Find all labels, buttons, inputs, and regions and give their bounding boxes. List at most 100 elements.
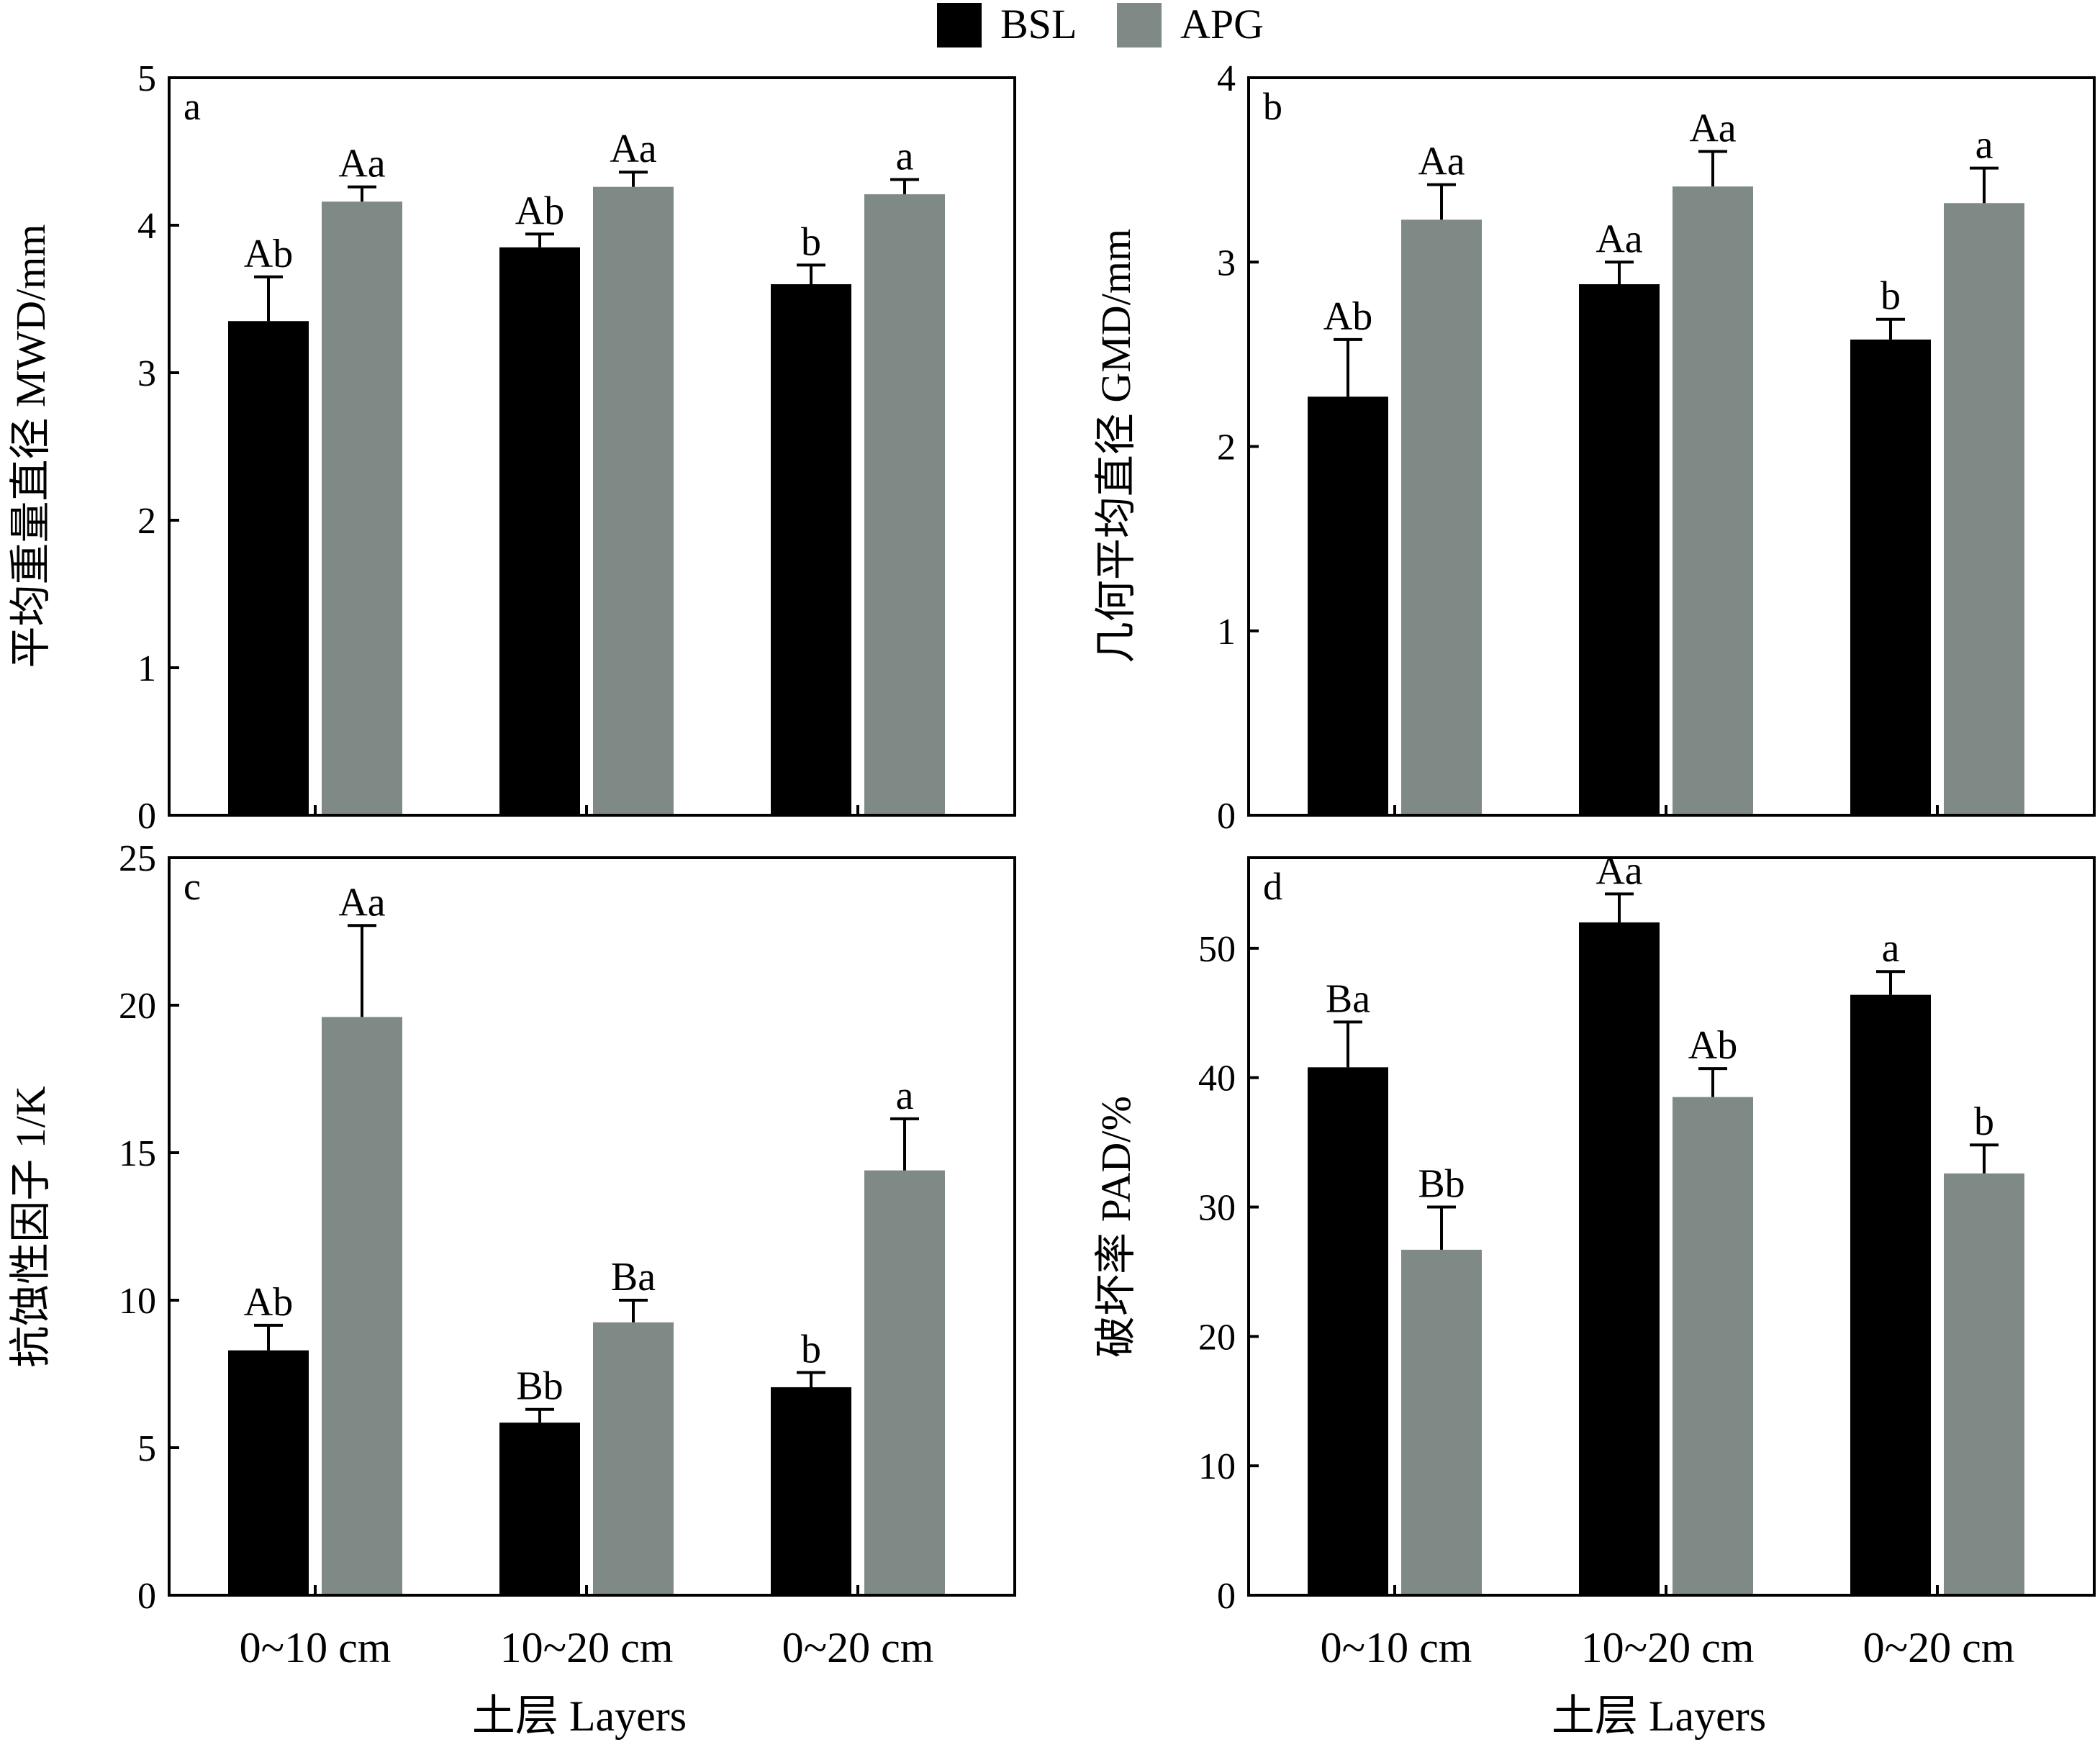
bar-bsl: [1308, 1067, 1388, 1595]
significance-label: b: [801, 219, 821, 264]
panel-c: Ab Bb b Aa Ba a 0 5 10 15 20 25 c 抗蚀性因子 1/K: [7, 838, 1016, 1617]
significance-label: Aa: [1418, 140, 1465, 184]
panel-d: Ba Aa a Bb Ab b 0 10 20 30 40 50 d 破坏率 PAD/%: [1092, 848, 2096, 1617]
y-tick-label: 3: [137, 353, 156, 394]
x-axis-title-left: 土层 Layers: [472, 1692, 687, 1740]
plot-frame: [168, 856, 1016, 1597]
bar-bsl: [1850, 994, 1931, 1595]
panel-letter: a: [184, 85, 201, 128]
significance-label: Ab: [515, 189, 564, 233]
y-tick-label: 5: [137, 58, 156, 99]
y-tick-label: 20: [119, 986, 156, 1027]
category-label: 0~20 cm: [782, 1624, 934, 1671]
bar-bsl: [228, 1350, 309, 1595]
bar-apg: [322, 1017, 402, 1595]
significance-label: b: [801, 1327, 821, 1371]
bar-bsl: [1579, 922, 1660, 1595]
bar-apg: [864, 1170, 945, 1595]
bar-bsl: [499, 247, 580, 815]
significance-label: a: [1882, 926, 1900, 971]
legend-label-apg: APG: [1180, 1, 1264, 47]
y-tick-label: 4: [137, 206, 156, 247]
category-label: 10~20 cm: [1581, 1624, 1755, 1671]
bar-apg: [864, 194, 945, 815]
y-tick-label: 5: [137, 1428, 156, 1469]
significance-label: a: [896, 1074, 914, 1118]
bar-apg: [1673, 186, 1753, 815]
y-tick-label: 40: [1198, 1058, 1236, 1099]
y-tick-label: 1: [1217, 612, 1236, 653]
y-tick-label: 15: [119, 1133, 156, 1174]
category-label: 0~20 cm: [1863, 1624, 2015, 1671]
significance-label: Aa: [338, 880, 385, 925]
legend-swatch-apg: [1117, 3, 1162, 47]
significance-label: a: [896, 134, 914, 178]
bar-bsl: [1308, 396, 1388, 815]
category-label: 10~20 cm: [500, 1624, 674, 1671]
bar-apg: [593, 186, 674, 815]
bar-apg: [1401, 1249, 1482, 1595]
bar-apg: [1673, 1097, 1753, 1595]
bar-bsl: [499, 1423, 580, 1595]
y-tick-label: 10: [119, 1281, 156, 1322]
legend-swatch-bsl: [937, 3, 982, 47]
y-tick-label: 10: [1198, 1446, 1236, 1487]
bar-bsl: [1579, 284, 1660, 815]
y-tick-label: 0: [137, 1576, 156, 1617]
category-label: 0~10 cm: [240, 1624, 392, 1671]
y-tick-label: 20: [1198, 1317, 1236, 1358]
plot-frame: [1247, 856, 2096, 1597]
y-tick-label: 0: [1217, 796, 1236, 837]
y-axis-title: 平均重量直径 MWD/mm: [7, 224, 54, 668]
y-tick-label: 2: [137, 501, 156, 542]
y-tick-label: 1: [137, 648, 156, 689]
significance-label: Ba: [611, 1255, 656, 1299]
y-axis-title: 几何平均直径 GMD/mm: [1092, 229, 1139, 663]
bar-bsl: [771, 284, 851, 815]
significance-label: Ab: [244, 232, 293, 276]
significance-label: Aa: [610, 127, 656, 171]
y-tick-label: 0: [137, 796, 156, 837]
bar-bsl: [771, 1387, 851, 1595]
significance-label: Bb: [516, 1364, 563, 1409]
significance-label: Aa: [1596, 848, 1642, 893]
significance-label: Aa: [1596, 217, 1642, 261]
y-tick-label: 25: [119, 838, 156, 879]
panel-letter: b: [1263, 85, 1282, 128]
significance-label: b: [1974, 1099, 1994, 1144]
bar-apg: [1944, 203, 2024, 815]
bar-bsl: [228, 321, 309, 815]
y-tick-label: 4: [1217, 58, 1236, 99]
category-label: 0~10 cm: [1321, 1624, 1472, 1671]
significance-label: Aa: [338, 142, 385, 186]
y-tick-label: 3: [1217, 242, 1236, 283]
x-category-labels-left: 0~10 cm 10~20 cm 0~20 cm: [240, 1624, 934, 1671]
x-category-labels-right: 0~10 cm 10~20 cm 0~20 cm: [1321, 1624, 2015, 1671]
bar-apg: [593, 1322, 674, 1595]
bar-apg: [322, 201, 402, 815]
y-tick-label: 0: [1217, 1576, 1236, 1617]
y-tick-label: 50: [1198, 929, 1236, 970]
legend-label-bsl: BSL: [1000, 1, 1077, 47]
panel-letter: c: [184, 865, 201, 908]
significance-label: Bb: [1418, 1162, 1465, 1207]
y-tick-label: 2: [1217, 427, 1236, 468]
significance-label: Aa: [1689, 106, 1736, 151]
plot-frame: [168, 76, 1016, 817]
significance-label: Ab: [244, 1280, 293, 1325]
legend: BSL APG: [937, 1, 1264, 47]
bar-apg: [1401, 219, 1482, 815]
y-tick-label: 30: [1198, 1188, 1236, 1229]
bar-bsl: [1850, 339, 1931, 815]
y-axis-title: 破坏率 PAD/%: [1092, 1096, 1139, 1358]
y-axis-title: 抗蚀性因子 1/K: [7, 1086, 54, 1368]
x-axis-title-right: 土层 Layers: [1552, 1692, 1766, 1740]
significance-label: Ba: [1326, 976, 1370, 1021]
bar-apg: [1944, 1173, 2024, 1595]
significance-label: Ab: [1688, 1023, 1737, 1068]
panel-letter: d: [1263, 865, 1282, 908]
significance-label: a: [1975, 123, 1993, 168]
